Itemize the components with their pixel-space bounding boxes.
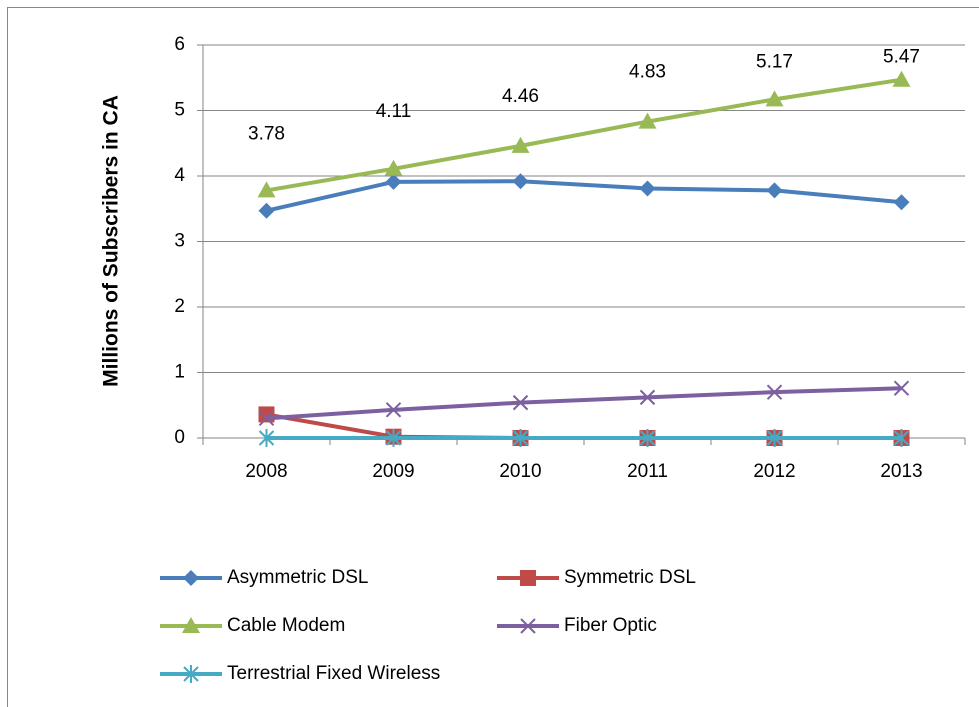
marker <box>258 406 275 423</box>
x-tick-label: 2009 <box>372 461 414 482</box>
marker <box>385 402 402 418</box>
legend-label: Fiber Optic <box>564 615 657 636</box>
marker <box>183 570 199 586</box>
marker <box>893 194 910 211</box>
x-tick-label: 2011 <box>627 461 668 482</box>
series-line <box>266 412 902 440</box>
marker <box>520 570 536 586</box>
x-tick-label: 2010 <box>499 461 541 482</box>
x-tick-label: 2012 <box>753 461 795 482</box>
data-label: 4.83 <box>629 62 666 83</box>
legend-label: Asymmetric DSL <box>227 567 368 588</box>
series-line <box>266 179 902 213</box>
marker <box>385 429 402 447</box>
marker <box>182 617 200 633</box>
y-tick-label: 4 <box>174 165 185 186</box>
y-tick-label: 2 <box>174 296 185 317</box>
chart-border <box>7 7 979 707</box>
marker <box>512 173 529 190</box>
marker <box>766 182 783 199</box>
y-tick-label: 3 <box>174 231 185 252</box>
y-tick-label: 5 <box>174 100 185 121</box>
marker <box>258 202 275 219</box>
x-tick-label: 2013 <box>880 461 922 482</box>
data-label: 5.17 <box>756 51 793 72</box>
y-axis-title: Millions of Subscribers in CA <box>100 95 123 387</box>
marker <box>512 394 529 411</box>
data-label: 3.78 <box>248 123 285 144</box>
marker <box>384 159 403 176</box>
legend-label: Symmetric DSL <box>564 567 696 588</box>
series-line <box>266 77 902 193</box>
marker <box>520 618 536 634</box>
legend-label: Terrestrial Fixed Wireless <box>227 663 440 684</box>
marker <box>511 136 530 153</box>
marker <box>892 70 911 87</box>
marker <box>512 429 529 447</box>
legend-label: Cable Modem <box>227 615 345 636</box>
marker <box>766 429 783 447</box>
marker <box>639 389 656 406</box>
data-label: 5.47 <box>883 47 920 68</box>
marker <box>258 410 275 427</box>
marker <box>258 429 275 447</box>
data-label: 4.11 <box>376 101 412 122</box>
data-label: 4.46 <box>502 86 539 107</box>
x-tick-label: 2008 <box>245 461 287 482</box>
y-tick-label: 0 <box>174 427 185 448</box>
marker <box>639 180 656 197</box>
marker <box>766 384 783 400</box>
marker <box>385 173 402 190</box>
marker <box>893 429 910 447</box>
marker <box>765 90 784 107</box>
marker <box>183 665 199 683</box>
marker <box>893 380 910 396</box>
marker <box>639 429 656 447</box>
y-tick-label: 6 <box>174 34 185 55</box>
series-line <box>266 386 902 421</box>
y-tick-label: 1 <box>174 362 185 383</box>
marker <box>257 181 276 198</box>
marker <box>638 112 657 129</box>
